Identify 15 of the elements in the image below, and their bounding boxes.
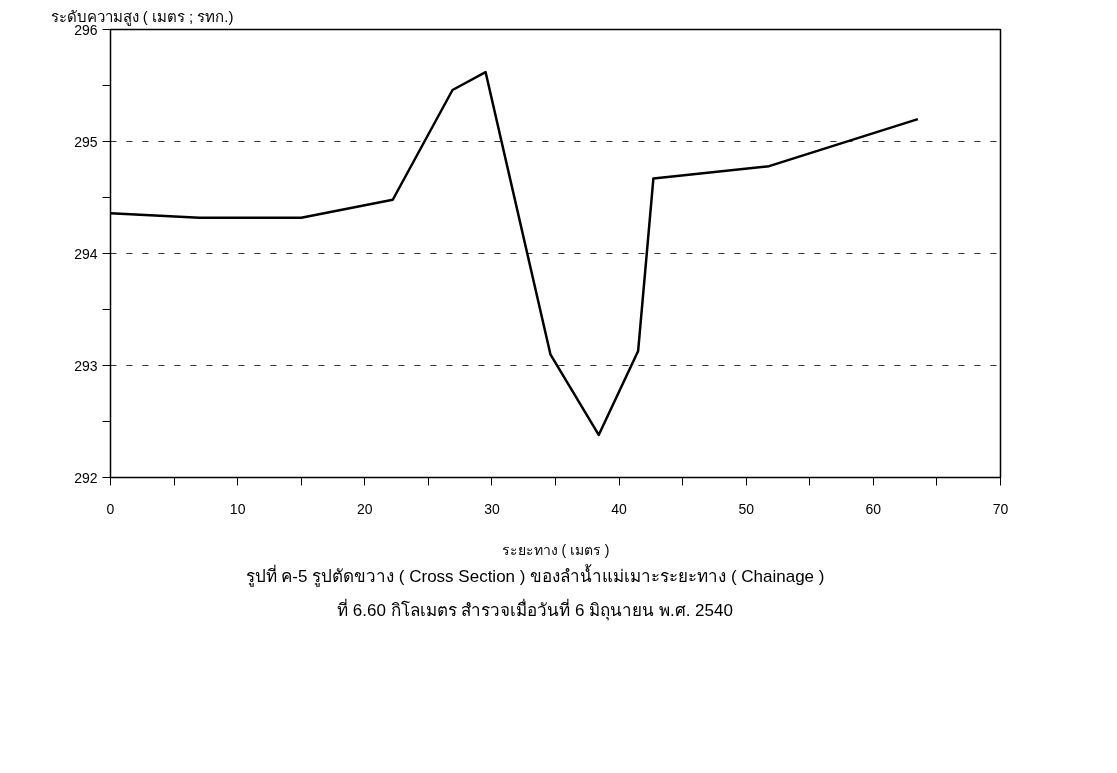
x-tick-label: 0: [106, 500, 115, 517]
x-tick-label: 10: [229, 500, 246, 517]
x-tick-label: 50: [738, 500, 755, 517]
x-axis-title: ระยะทาง ( เมตร ): [501, 541, 610, 558]
x-tick-label: 20: [357, 500, 373, 517]
x-tick-label: 60: [865, 500, 882, 517]
x-tick-label: 30: [484, 500, 500, 517]
x-tick-label: 70: [992, 500, 1009, 517]
y-tick-label: 295: [74, 133, 98, 150]
y-tick-label: 293: [74, 357, 98, 374]
text: รูปที่ ค-5 รูปตัดขวาง ( Cross Section ) ของลำน้ำแม่เมาะระยะทาง ( Chainage ): [245, 565, 825, 589]
x-tick-label: 40: [611, 500, 628, 517]
y-tick-label: 292: [74, 469, 98, 486]
y-tick-label: 294: [74, 245, 98, 262]
text: ที่ 6.60 กิโลเมตร สำรวจเมื่อวันที่ 6 มิถุนายน พ.ศ. 2540: [337, 599, 733, 623]
